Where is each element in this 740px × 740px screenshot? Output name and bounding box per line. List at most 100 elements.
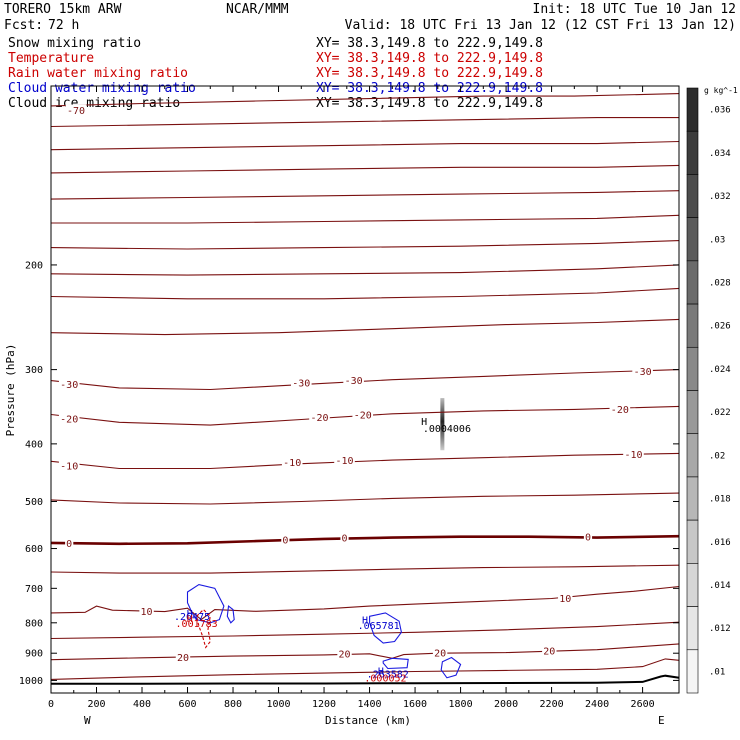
temperature-contour (50, 287, 680, 300)
cloud-water-contour (226, 605, 235, 624)
temperature-contour-label: -20 (60, 414, 78, 425)
maximum-label: H (362, 616, 368, 627)
fcst-value: 72 h (48, 18, 79, 33)
contour-label-bg (432, 647, 448, 659)
contour-label-bg (309, 411, 330, 423)
contour-label-bg (623, 448, 644, 460)
temperature-contour-label: -10 (60, 462, 78, 473)
temperature-contour-label: -70 (67, 106, 85, 117)
y-tick-label: 1000 (19, 676, 43, 687)
temperature-contour-label: 0 (66, 539, 72, 550)
plot-area: -70 -30 -30 -30 -30 -20 -20 -20 -20 -10 -10 -10 -10 0… (50, 85, 680, 694)
contour-label-bg (175, 651, 191, 663)
contour-label-bg (281, 533, 290, 545)
x-tick-label: 200 (87, 699, 105, 710)
contour-label-bg (65, 104, 87, 116)
rain-water-contours (195, 608, 211, 649)
x-tick-label: 400 (133, 699, 151, 710)
legend-label: Temperature (8, 51, 94, 66)
temperature-contour-labels: -70 -30 -30 -30 -30 -20 -20 -20 -20 -10 -10 -10 -10 0… (58, 104, 653, 664)
temperature-contour-label: 0 (342, 533, 348, 544)
temperature-contour (50, 621, 680, 640)
maximum-label: .065781 (358, 621, 400, 632)
contour-label-bg (58, 412, 80, 424)
x-tick-label: 1800 (449, 699, 473, 710)
colorbar-swatch (686, 563, 699, 607)
contour-label-bg (334, 454, 355, 466)
terrain-line (51, 674, 680, 685)
y-tick-label: 600 (25, 544, 43, 555)
temperature-contour-label: 0 (585, 533, 591, 544)
x-tick-label: 2400 (585, 699, 609, 710)
colorbar-label: .024 (709, 365, 731, 375)
x-axis: 0 200 400 600 800 1000 1200 1400 1600 1800 2000 220… (48, 86, 655, 710)
plot-frame (50, 85, 680, 694)
cloud-water-contours (186, 584, 462, 679)
maximum-label: .000052 (364, 673, 406, 684)
temperature-contours (50, 93, 680, 680)
legend-label: Cloud water mixing ratio (8, 81, 196, 96)
temperature-contour-label: 10 (559, 594, 571, 605)
y-tick-label: 700 (25, 584, 43, 595)
colorbar-swatch (686, 346, 699, 391)
init-label: Init: 18 UTC Tue 10 Jan 12 (533, 2, 737, 17)
colorbar-swatch (686, 260, 699, 305)
temperature-contour-label: -30 (60, 380, 78, 391)
maximum-label: H (421, 417, 427, 428)
model-title: TORERO 15km ARW (4, 2, 122, 17)
snow-mixing-ratio-shading (440, 398, 445, 451)
y-tick-label: 900 (25, 649, 43, 660)
temperature-contour (50, 164, 680, 174)
temperature-contour-label: -30 (292, 379, 310, 390)
temperature-contour (50, 240, 680, 250)
contour-label-bg (139, 605, 154, 617)
colorbar-label: .022 (709, 408, 731, 418)
colorbar-swatch (686, 606, 699, 651)
temperature-contour (50, 658, 680, 680)
x-tick-label: 1400 (358, 699, 382, 710)
colorbar-swatch (686, 130, 699, 175)
y-tick-label: 200 (25, 260, 43, 271)
terrain-profile (51, 674, 680, 685)
temperature-contour (50, 93, 680, 107)
temperature-contour (50, 369, 680, 391)
temperature-contour (51, 214, 680, 224)
x-tick-label: 1000 (266, 699, 290, 710)
temperature-contour-label: -20 (611, 405, 629, 416)
cloud-water-contour (440, 656, 462, 679)
west-label: W (84, 714, 91, 727)
colorbar-label: .012 (709, 624, 731, 634)
rain-water-contour (195, 608, 211, 649)
colorbar-label: .018 (709, 495, 731, 505)
temperature-contour-label: -10 (283, 458, 301, 469)
y-tick-label: 800 (25, 618, 43, 629)
colorbar-label: .03 (709, 235, 725, 245)
temperature-contour-label: 20 (434, 649, 446, 660)
legend-xy: XY= 38.3,149.8 to 222.9,149.8 (316, 96, 543, 111)
temperature-contour-label: -20 (310, 413, 328, 424)
colorbar-label: .028 (709, 278, 731, 288)
colorbar-unit: g kg^-1 (704, 86, 738, 95)
y-tick-label: 400 (25, 439, 43, 450)
y-tick-label: 300 (25, 365, 43, 376)
temperature-contour (50, 117, 679, 128)
maximum-label: .001783 (176, 619, 218, 630)
contour-label-bg (337, 648, 352, 660)
contour-label-bg (290, 377, 312, 389)
temperature-contour-label: -10 (624, 450, 642, 461)
contour-label-bg (58, 460, 80, 472)
legend-xy: XY= 38.3,149.8 to 222.9,149.8 (316, 36, 543, 51)
colorbar-swatch (686, 519, 699, 564)
temperature-contour-label: 0 (282, 535, 288, 546)
colorbar-swatch (686, 174, 699, 218)
colorbar-swatch (686, 303, 699, 348)
x-tick-label: 800 (224, 699, 242, 710)
temperature-contour (50, 534, 680, 546)
colorbar-label: .036 (709, 106, 731, 116)
temperature-contour-label: 20 (543, 647, 555, 658)
temperature-contour-label: 20 (177, 653, 189, 664)
contour-label-bg (340, 531, 349, 543)
